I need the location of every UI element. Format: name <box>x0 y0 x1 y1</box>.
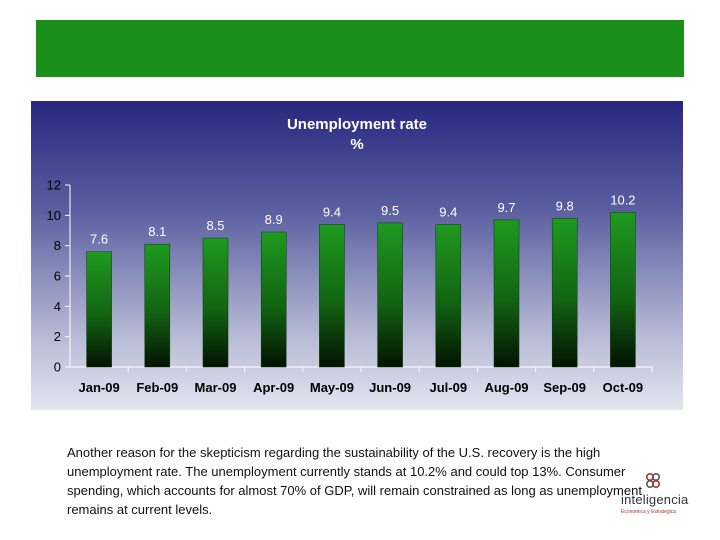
value-label: 8.5 <box>206 218 224 233</box>
bar-jul-09 <box>435 224 462 368</box>
value-label: 10.2 <box>610 192 635 207</box>
body-paragraph: Another reason for the skepticism regard… <box>67 445 642 517</box>
bar-aug-09 <box>493 219 520 368</box>
bar-sep-09 <box>551 218 578 368</box>
x-tick-label: Apr-09 <box>253 380 294 395</box>
chart-title: Unemployment rate <box>286 116 428 133</box>
bar-jun-09 <box>377 222 403 368</box>
value-label: 9.5 <box>381 203 399 218</box>
x-tick-label: Jun-09 <box>369 380 411 395</box>
y-tick-label: 8 <box>54 238 61 253</box>
value-label: 9.4 <box>323 204 341 219</box>
y-tick-label: 4 <box>54 299 61 314</box>
x-tick-label: Jul-09 <box>430 380 468 395</box>
bar-apr-09 <box>260 231 287 368</box>
logo-name: inteligencia <box>621 492 689 507</box>
x-tick-label: Sep-09 <box>543 380 586 395</box>
y-tick-label: 6 <box>54 269 61 284</box>
header-bar <box>36 20 684 77</box>
y-tick-label: 2 <box>54 329 61 344</box>
bar-jan-09 <box>86 251 112 368</box>
x-tick-label: Feb-09 <box>136 380 178 395</box>
bar-feb-09 <box>144 243 171 368</box>
logo-mark-icon <box>646 473 660 488</box>
x-tick-label: Oct-09 <box>603 380 643 395</box>
value-label: 8.1 <box>148 224 166 239</box>
value-label: 9.4 <box>439 204 457 219</box>
value-label: 8.9 <box>265 212 283 227</box>
bar-chart: 0 2 4 6 8 10 12 7.6 8.1 8.5 8.9 9.4 9.5 9.4 9.7 9.8 10.… <box>47 178 653 395</box>
x-tick-label: May-09 <box>310 380 354 395</box>
value-label: 9.8 <box>556 198 574 213</box>
bar-mar-09 <box>202 237 229 368</box>
logo-tagline: Economica y Estrategica <box>621 509 677 515</box>
y-tick-label: 10 <box>47 208 61 223</box>
x-tick-label: Jan-09 <box>78 380 119 395</box>
y-tick-label: 0 <box>54 360 61 375</box>
bar-may-09 <box>319 224 345 368</box>
inteligencia-logo: inteligencia Economica y Estrategica <box>616 472 689 518</box>
value-label: 7.6 <box>90 232 108 247</box>
bar-oct-09 <box>610 212 636 368</box>
x-tick-label: Mar-09 <box>195 380 237 395</box>
value-label: 9.7 <box>497 200 515 215</box>
y-tick-label: 12 <box>47 178 61 193</box>
x-tick-label: Aug-09 <box>484 380 528 395</box>
chart-panel: Unemployment rate % 0 2 4 6 8 10 12 7.6 8.1 8.5 8… <box>31 101 683 410</box>
chart-subtitle: % <box>350 136 364 153</box>
